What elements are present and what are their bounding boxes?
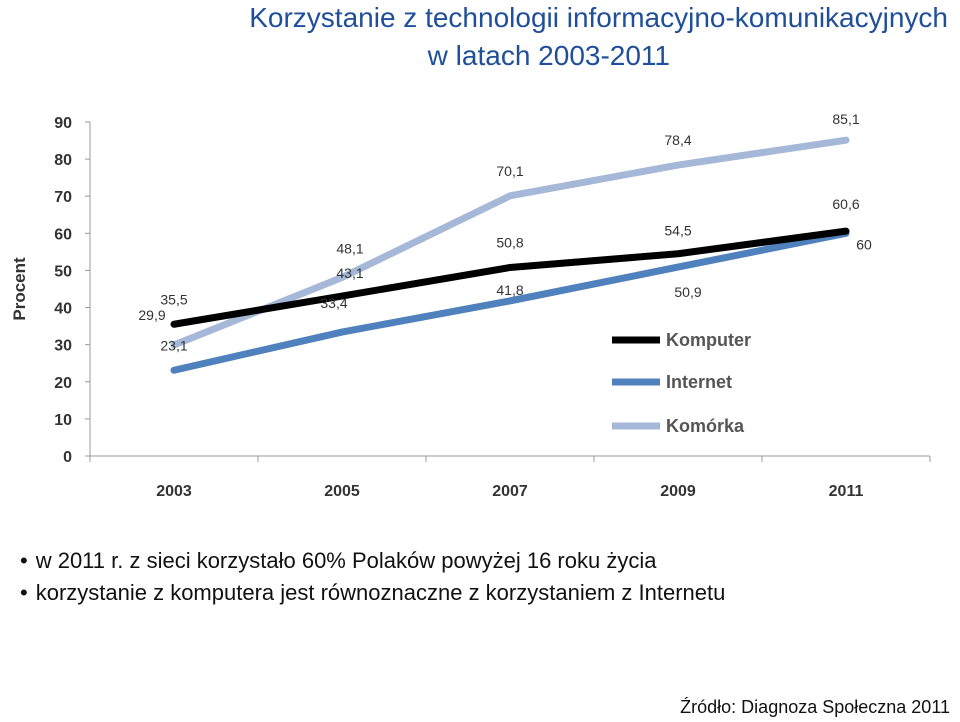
y-tick-label: 10 — [54, 412, 72, 429]
y-tick-label: 60 — [54, 226, 72, 243]
line-chart: 0 10 20 30 40 50 60 70 80 90 2003 2005 2007 2009 2011 P… — [10, 111, 931, 500]
data-label-komórka: 48,1 — [336, 240, 363, 256]
y-tick-label: 80 — [54, 152, 72, 169]
data-label-komórka: 85,1 — [832, 111, 859, 127]
y-tick-label: 20 — [54, 375, 72, 392]
data-label-komputer: 50,8 — [496, 234, 523, 250]
bullet-list: w 2011 r. z sieci korzystało 60% Polaków… — [20, 545, 726, 609]
y-tick-label: 70 — [54, 189, 72, 206]
data-label-internet: 33,4 — [320, 295, 347, 311]
x-tick-label: 2007 — [492, 483, 528, 500]
source-note: Źródło: Diagnoza Społeczna 2011 — [680, 697, 950, 717]
bullet-item-2: korzystanie z komputera jest równoznaczn… — [20, 577, 726, 609]
x-tick-label: 2009 — [660, 483, 696, 500]
legend-label-komputer: Komputer — [666, 330, 751, 350]
data-label-internet: 41,8 — [496, 282, 523, 298]
data-label-komórka: 78,4 — [664, 132, 691, 148]
data-label-internet: 23,1 — [160, 337, 187, 353]
y-tick-label: 50 — [54, 263, 72, 280]
series-line-internet — [170, 229, 850, 374]
y-axis-label: Procent — [10, 257, 29, 321]
data-label-komputer: 54,5 — [664, 223, 691, 239]
data-label-komputer: 43,1 — [336, 265, 363, 281]
title-line-2: w latach 2003-2011 — [427, 40, 670, 71]
series-line-komputer — [170, 227, 850, 328]
data-label-komputer: 35,5 — [160, 291, 187, 307]
y-tick-label: 30 — [54, 338, 72, 355]
legend-label-komórka: Komórka — [666, 416, 745, 436]
title-line-1: Korzystanie z technologii informacyjno-k… — [249, 2, 948, 33]
x-tick-label: 2005 — [324, 483, 360, 500]
data-label-internet: 50,9 — [674, 284, 701, 300]
y-tick-label: 0 — [63, 449, 72, 466]
data-label-komórka: 70,1 — [496, 163, 523, 179]
y-tick-label: 40 — [54, 301, 72, 318]
data-label-komórka: 29,9 — [138, 307, 165, 323]
x-tick-label: 2011 — [829, 483, 864, 500]
x-tick-label: 2003 — [156, 483, 192, 500]
y-tick-label: 90 — [54, 115, 72, 132]
data-label-internet: 60 — [856, 236, 872, 252]
bullet-item-1: w 2011 r. z sieci korzystało 60% Polaków… — [20, 545, 725, 577]
legend-label-internet: Internet — [666, 372, 732, 392]
series-line-komórka — [170, 136, 850, 349]
data-label-komputer: 60,6 — [832, 196, 859, 212]
